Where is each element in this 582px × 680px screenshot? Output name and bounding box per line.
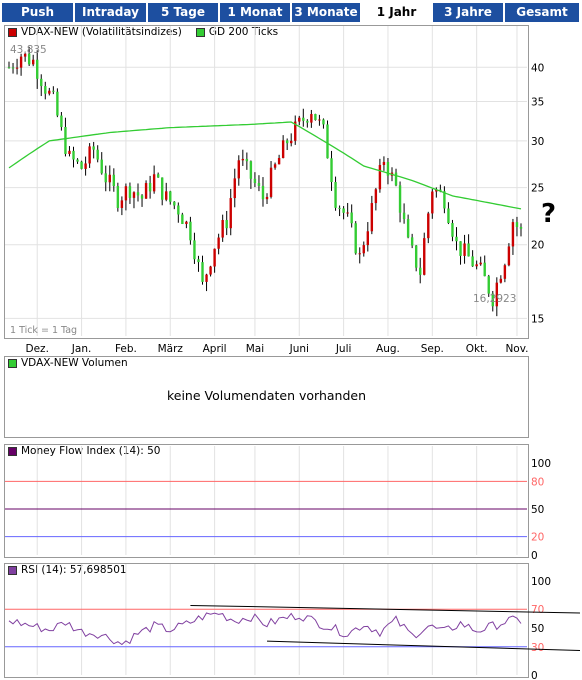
mfi-legend: Money Flow Index (14): 50 — [8, 445, 161, 457]
rsi-legend-label: RSI (14): 57,698501 — [21, 564, 127, 576]
tab-5-tage[interactable]: 5 Tage — [148, 3, 218, 22]
tab-push[interactable]: Push — [2, 3, 73, 22]
y-tick-label: 30 — [531, 136, 544, 148]
x-tick-label: Juni — [289, 343, 309, 355]
x-tick-label: Juli — [335, 343, 352, 355]
period-tabs: Push Intraday 5 Tage 1 Monat 3 Monate 1 Jahr 3… — [0, 0, 582, 24]
ma-legend-swatch — [195, 27, 205, 37]
x-tick-label: Aug. — [376, 343, 400, 355]
y-tick-label: 15 — [531, 313, 544, 325]
x-tick-label: Mai — [246, 343, 264, 355]
rsi-y-tick-label: 70 — [531, 604, 544, 616]
question-mark: ? — [541, 199, 556, 229]
y-tick-label: 40 — [531, 62, 544, 74]
mfi-y-tick-label: 0 — [531, 550, 538, 562]
volume-legend-swatch — [8, 358, 17, 368]
rsi-legend-swatch — [8, 565, 17, 575]
tab-3-monate[interactable]: 3 Monate — [292, 3, 360, 22]
mfi-legend-label: Money Flow Index (14): 50 — [21, 445, 161, 457]
x-tick-label: April — [203, 343, 227, 355]
tab-1-jahr[interactable]: 1 Jahr — [362, 3, 431, 22]
x-tick-label: Dez. — [26, 343, 49, 355]
mfi-y-tick-label: 20 — [531, 532, 544, 544]
price-legend: VDAX-NEW (Volatilitätsindizes) GD 200 Ti… — [8, 26, 278, 38]
rsi-y-tick-label: 30 — [531, 642, 544, 654]
tab-3-jahre[interactable]: 3 Jahre — [433, 3, 503, 22]
ma-legend-label: GD 200 Ticks — [208, 26, 279, 38]
tab-1-monat[interactable]: 1 Monat — [220, 3, 290, 22]
volume-legend-label: VDAX-NEW Volumen — [21, 357, 128, 369]
mfi-panel: Money Flow Index (14): 50 — [4, 444, 529, 558]
rsi-y-tick-label: 0 — [531, 670, 538, 680]
price-legend-swatch — [8, 27, 17, 37]
mfi-legend-swatch — [8, 446, 17, 456]
price-panel: VDAX-NEW (Volatilitätsindizes) GD 200 Ti… — [4, 25, 529, 339]
x-tick-label: Okt. — [466, 343, 488, 355]
y-tick-label: 25 — [531, 183, 544, 195]
mfi-y-tick-label: 80 — [531, 476, 544, 488]
x-tick-label: Nov. — [505, 343, 528, 355]
rsi-panel: RSI (14): 57,698501 — [4, 563, 529, 678]
volume-legend: VDAX-NEW Volumen — [8, 357, 128, 369]
tab-intraday[interactable]: Intraday — [75, 3, 146, 22]
x-tick-label: Sep. — [421, 343, 444, 355]
rsi-legend: RSI (14): 57,698501 — [8, 564, 127, 576]
x-tick-label: März — [158, 343, 184, 355]
x-tick-label: Feb. — [115, 343, 137, 355]
price-legend-label: VDAX-NEW (Volatilitätsindizes) — [21, 26, 182, 38]
volume-panel: VDAX-NEW Volumen keine Volumendaten vorh… — [4, 356, 529, 438]
x-tick-label: Jan. — [71, 343, 92, 355]
mfi-y-tick-label: 50 — [531, 504, 544, 516]
tab-gesamt[interactable]: Gesamt — [505, 3, 579, 22]
y-tick-label: 20 — [531, 240, 544, 252]
mfi-y-tick-label: 100 — [531, 458, 551, 470]
rsi-y-tick-label: 50 — [531, 623, 544, 635]
y-tick-label: 35 — [531, 96, 544, 108]
no-volume-message: keine Volumendaten vorhanden — [166, 388, 367, 403]
rsi-y-tick-label: 100 — [531, 576, 551, 588]
